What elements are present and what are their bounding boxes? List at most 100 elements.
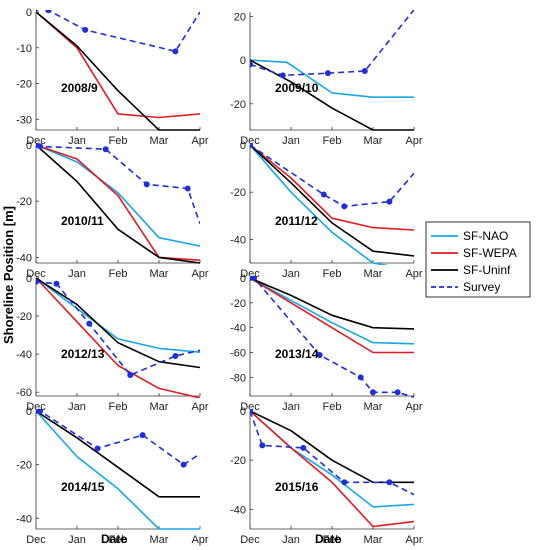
survey-point bbox=[250, 409, 253, 414]
x-tick-label: Dec bbox=[240, 534, 260, 546]
series-line-survey bbox=[36, 281, 200, 376]
x-tick-label: Apr bbox=[405, 268, 422, 280]
x-tick-label: Jan bbox=[282, 268, 300, 280]
x-tick-label: Apr bbox=[191, 534, 208, 546]
survey-point bbox=[357, 374, 364, 381]
series-line-sf-nao bbox=[36, 277, 200, 353]
y-axis-label: Shoreline Position [m] bbox=[1, 206, 16, 344]
x-tick-label: Jan bbox=[282, 401, 300, 413]
survey-point bbox=[259, 442, 266, 449]
y-tick-label: -20 bbox=[230, 298, 246, 310]
series-group bbox=[36, 10, 200, 131]
panel-title: 2009/10 bbox=[275, 81, 319, 95]
series-line-sf-wepa bbox=[36, 144, 200, 261]
series-line-sf-wepa bbox=[36, 277, 200, 398]
x-tick-label: Mar bbox=[150, 268, 169, 280]
series-line-sf-uninf bbox=[250, 59, 414, 131]
series-line-sf-wepa bbox=[250, 144, 414, 231]
survey-point bbox=[341, 479, 348, 486]
survey-point bbox=[127, 372, 134, 379]
survey-point bbox=[316, 352, 323, 359]
x-tick-label: Feb bbox=[323, 135, 342, 147]
series-group bbox=[250, 276, 414, 398]
x-tick-label: Jan bbox=[68, 401, 86, 413]
legend-label: SF-Uninf bbox=[463, 263, 511, 277]
x-tick-label: Mar bbox=[364, 401, 383, 413]
x-tick-label: Jan bbox=[282, 135, 300, 147]
y-tick-label: -40 bbox=[230, 323, 246, 335]
panels: 0 -10 -20 -30 Dec Jan Feb Mar Apr 2008/9 20 0 -20 Dec… bbox=[16, 7, 423, 546]
series-line-sf-nao bbox=[250, 59, 414, 98]
y-tick-label: 0 bbox=[26, 273, 32, 285]
x-tick-label: Dec bbox=[240, 135, 260, 147]
series-line-survey bbox=[250, 144, 414, 208]
y-tick-label: 0 bbox=[26, 406, 32, 418]
series-group bbox=[250, 10, 414, 131]
series-line-sf-wepa bbox=[250, 277, 414, 354]
x-tick-label: Mar bbox=[150, 534, 169, 546]
series-group bbox=[250, 409, 414, 528]
y-tick-label: -20 bbox=[230, 455, 246, 467]
survey-point bbox=[172, 353, 179, 360]
x-tick-label: Mar bbox=[150, 135, 169, 147]
series-line-sf-nao bbox=[36, 144, 200, 247]
series-line-sf-uninf bbox=[250, 144, 414, 257]
survey-point bbox=[143, 181, 150, 188]
y-tick-label: 20 bbox=[234, 11, 246, 23]
survey-point bbox=[386, 479, 393, 486]
series-group bbox=[250, 143, 414, 265]
x-tick-label: Mar bbox=[150, 401, 169, 413]
y-tick-label: -40 bbox=[230, 234, 246, 246]
x-tick-label: Apr bbox=[191, 401, 208, 413]
x-tick-label: Apr bbox=[405, 401, 422, 413]
y-tick-label: 0 bbox=[26, 140, 32, 152]
panel-6: 0 -20 -40 -60 -80 Dec Jan Feb Mar Apr 2013/14 bbox=[230, 273, 423, 413]
survey-point bbox=[250, 143, 253, 148]
x-tick-label: Apr bbox=[405, 135, 422, 147]
y-tick-label: 0 bbox=[240, 406, 246, 418]
survey-point bbox=[36, 10, 39, 12]
x-tick-label: Feb bbox=[323, 401, 342, 413]
x-tick-label: Apr bbox=[405, 534, 422, 546]
survey-point bbox=[320, 191, 327, 198]
x-tick-label: Feb bbox=[109, 135, 128, 147]
y-tick-label: -40 bbox=[16, 513, 32, 525]
legend: SF-NAO SF-WEPA SF-Uninf Survey bbox=[425, 221, 531, 298]
y-tick-label: -20 bbox=[16, 79, 32, 91]
panel-2: 20 0 -20 Dec Jan Feb Mar Apr 2009/10 bbox=[230, 10, 423, 147]
panel-8: 0 -20 -40 Dec Jan Feb Mar Apr 2015/16 bbox=[230, 406, 423, 546]
panel-title: 2011/12 bbox=[275, 214, 318, 228]
survey-point bbox=[250, 276, 253, 281]
survey-point bbox=[45, 10, 52, 14]
series-line-survey bbox=[250, 10, 414, 77]
y-tick-label: -40 bbox=[16, 349, 32, 361]
series-line-sf-wepa bbox=[36, 11, 200, 119]
y-tick-label: -20 bbox=[16, 460, 32, 472]
panel-3: 0 -20 -40 Dec Jan Feb Mar Apr 2010/11 bbox=[16, 140, 209, 280]
survey-point bbox=[394, 389, 401, 396]
x-tick-label: Jan bbox=[68, 268, 86, 280]
x-tick-label: Feb bbox=[109, 534, 128, 546]
y-tick-label: -10 bbox=[16, 43, 32, 55]
x-tick-label: Jan bbox=[68, 135, 86, 147]
x-tick-label: Dec bbox=[240, 401, 260, 413]
panel-7: 0 -20 -40 Dec Jan Feb Mar Apr 2014/15 bbox=[16, 406, 209, 546]
survey-point bbox=[36, 278, 39, 285]
series-line-survey bbox=[250, 410, 414, 496]
x-tick-label: Mar bbox=[364, 135, 383, 147]
panel-title: 2014/15 bbox=[61, 480, 105, 494]
x-tick-label: Dec bbox=[26, 534, 46, 546]
x-tick-label: Feb bbox=[323, 534, 342, 546]
survey-point bbox=[86, 320, 93, 327]
survey-point bbox=[341, 203, 348, 210]
legend-label: SF-WEPA bbox=[463, 246, 517, 260]
survey-point bbox=[324, 70, 331, 77]
panel-title: 2013/14 bbox=[275, 347, 319, 361]
y-tick-label: -40 bbox=[230, 504, 246, 516]
panel-title: 2008/9 bbox=[61, 81, 98, 95]
survey-point bbox=[172, 48, 179, 55]
y-tick-label: 0 bbox=[240, 55, 246, 67]
y-tick-label: -20 bbox=[16, 311, 32, 323]
series-line-survey bbox=[41, 10, 200, 53]
